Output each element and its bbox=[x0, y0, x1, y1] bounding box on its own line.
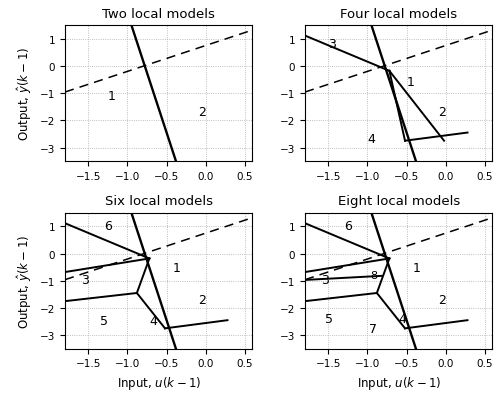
Title: Six local models: Six local models bbox=[104, 195, 212, 208]
Title: Eight local models: Eight local models bbox=[338, 195, 460, 208]
Title: Four local models: Four local models bbox=[340, 8, 458, 21]
Text: 1: 1 bbox=[173, 261, 180, 275]
X-axis label: Input, $u(k-1)$: Input, $u(k-1)$ bbox=[116, 374, 201, 391]
Text: 7: 7 bbox=[369, 323, 377, 336]
Y-axis label: Output, $\hat{y}(k-1)$: Output, $\hat{y}(k-1)$ bbox=[16, 47, 34, 141]
Y-axis label: Output, $\hat{y}(k-1)$: Output, $\hat{y}(k-1)$ bbox=[16, 234, 34, 328]
Text: 3: 3 bbox=[320, 274, 328, 287]
Title: Two local models: Two local models bbox=[102, 8, 215, 21]
Text: 1: 1 bbox=[406, 76, 414, 89]
Text: 2: 2 bbox=[198, 105, 205, 119]
Text: 4: 4 bbox=[150, 314, 157, 328]
Text: 1: 1 bbox=[413, 261, 420, 275]
Text: 6: 6 bbox=[344, 219, 352, 233]
Text: 8: 8 bbox=[370, 270, 377, 280]
Text: 5: 5 bbox=[324, 312, 332, 325]
Text: 3: 3 bbox=[328, 38, 336, 51]
Text: 1: 1 bbox=[108, 89, 116, 102]
Text: 4: 4 bbox=[368, 133, 376, 146]
Text: 2: 2 bbox=[198, 293, 205, 306]
Text: 3: 3 bbox=[80, 274, 88, 287]
Text: 5: 5 bbox=[100, 314, 108, 328]
Text: 2: 2 bbox=[438, 105, 446, 119]
Text: 2: 2 bbox=[438, 293, 446, 306]
X-axis label: Input, $u(k-1)$: Input, $u(k-1)$ bbox=[356, 374, 441, 391]
Text: 6: 6 bbox=[104, 219, 112, 233]
Text: 4: 4 bbox=[398, 312, 406, 325]
